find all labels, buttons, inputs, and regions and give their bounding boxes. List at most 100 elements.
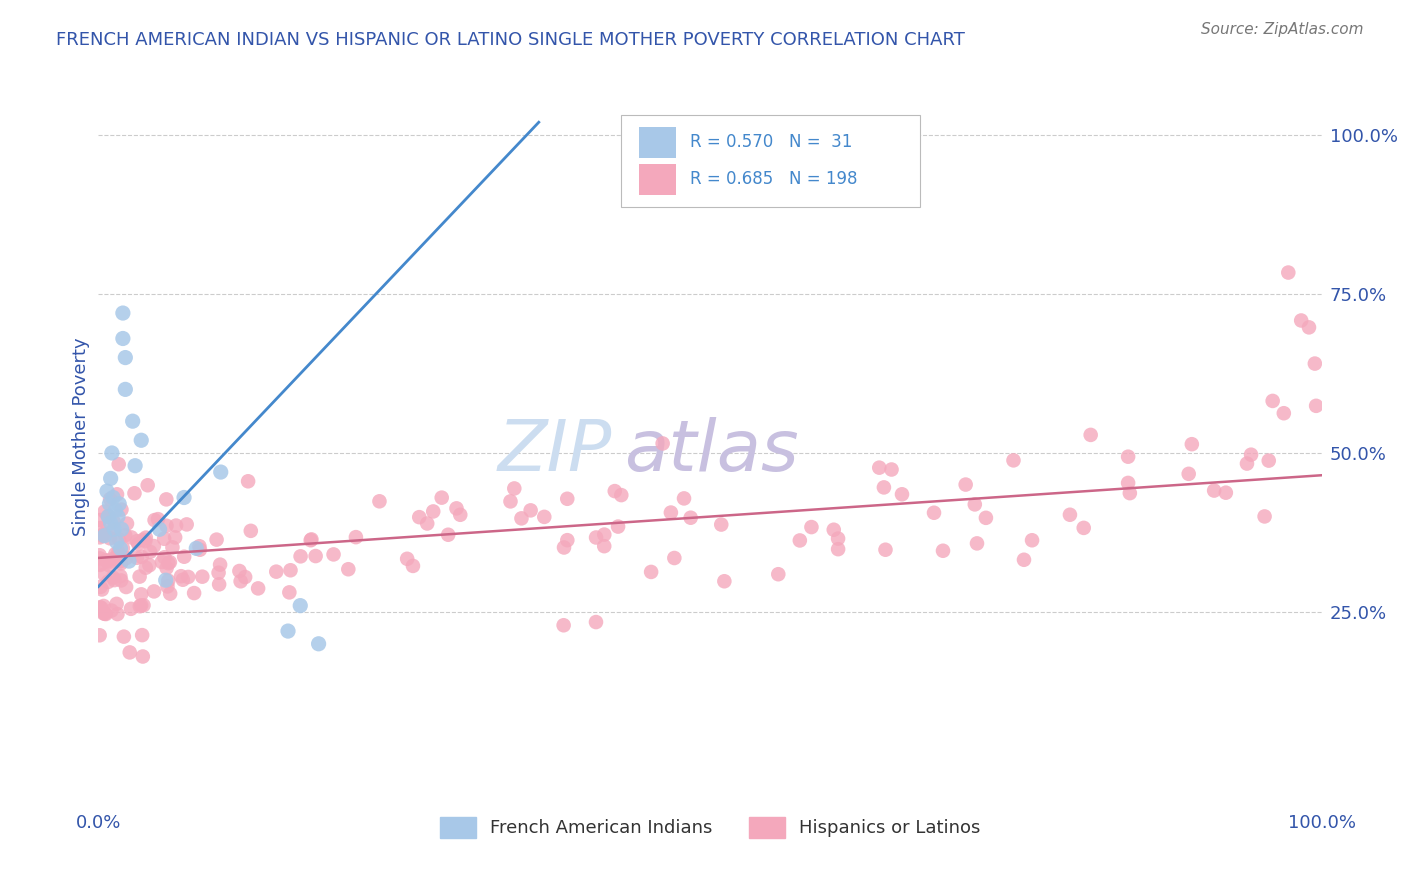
- Point: [104, 503, 127, 517]
- Point: [129, 434, 152, 448]
- Text: R = 0.685   N = 198: R = 0.685 N = 198: [690, 170, 858, 188]
- Point: [111, 331, 134, 345]
- Point: [1253, 509, 1275, 524]
- Point: [955, 477, 977, 491]
- Point: [153, 550, 176, 565]
- Point: [153, 532, 176, 546]
- Point: [236, 475, 259, 489]
- FancyBboxPatch shape: [640, 164, 676, 194]
- Point: [880, 462, 903, 476]
- Point: [710, 517, 733, 532]
- Point: [183, 586, 205, 600]
- Point: [139, 545, 162, 559]
- Point: [120, 530, 142, 544]
- Point: [107, 533, 129, 547]
- Point: [155, 492, 177, 507]
- Y-axis label: Single Mother Poverty: Single Mother Poverty: [72, 338, 90, 536]
- Point: [170, 569, 193, 583]
- Point: [1012, 553, 1035, 567]
- Point: [651, 436, 673, 450]
- Point: [585, 531, 607, 545]
- Point: [165, 518, 187, 533]
- Point: [94, 553, 117, 567]
- Point: [1298, 320, 1320, 334]
- Point: [97, 509, 120, 524]
- Point: [100, 516, 122, 530]
- Point: [97, 509, 120, 524]
- Point: [963, 497, 986, 511]
- Point: [155, 573, 177, 587]
- Point: [823, 523, 845, 537]
- Point: [304, 549, 326, 563]
- Point: [89, 557, 111, 571]
- Point: [519, 503, 541, 517]
- Point: [89, 521, 111, 535]
- Point: [1059, 508, 1081, 522]
- Point: [247, 582, 270, 596]
- Point: [156, 579, 179, 593]
- Point: [416, 516, 439, 531]
- Point: [132, 533, 155, 547]
- Point: [322, 548, 344, 562]
- Point: [134, 534, 156, 549]
- Point: [301, 533, 323, 547]
- Point: [93, 599, 115, 613]
- Point: [603, 484, 626, 499]
- Point: [98, 492, 121, 507]
- Point: [105, 535, 128, 549]
- Point: [110, 554, 132, 568]
- Point: [136, 478, 159, 492]
- Point: [115, 551, 138, 566]
- Point: [1303, 357, 1326, 371]
- Point: [1080, 428, 1102, 442]
- Point: [93, 505, 115, 519]
- Point: [1073, 521, 1095, 535]
- Point: [173, 549, 195, 564]
- Point: [208, 577, 231, 591]
- Point: [98, 497, 121, 511]
- Point: [157, 574, 180, 588]
- Point: [280, 563, 302, 577]
- Point: [103, 573, 125, 587]
- Point: [157, 556, 180, 570]
- Point: [553, 541, 575, 555]
- Point: [91, 582, 114, 597]
- Point: [449, 508, 471, 522]
- Point: [120, 602, 142, 616]
- Point: [553, 618, 575, 632]
- Point: [103, 515, 125, 529]
- Point: [800, 520, 823, 534]
- Point: [114, 528, 136, 542]
- Point: [101, 446, 124, 460]
- Point: [408, 510, 430, 524]
- Point: [209, 558, 232, 572]
- Point: [131, 628, 153, 642]
- Point: [89, 548, 111, 562]
- Point: [679, 510, 702, 524]
- Point: [932, 543, 955, 558]
- Point: [593, 527, 616, 541]
- Point: [510, 511, 533, 525]
- Point: [129, 599, 152, 613]
- Text: Source: ZipAtlas.com: Source: ZipAtlas.com: [1201, 22, 1364, 37]
- Point: [1236, 457, 1258, 471]
- Point: [105, 487, 128, 501]
- Point: [337, 562, 360, 576]
- Point: [138, 558, 160, 573]
- Point: [1261, 393, 1284, 408]
- Point: [1277, 266, 1299, 280]
- Point: [922, 506, 945, 520]
- Point: [125, 534, 148, 549]
- Point: [499, 494, 522, 508]
- Point: [1119, 486, 1142, 500]
- Point: [110, 541, 132, 556]
- Point: [111, 522, 134, 536]
- Point: [1305, 399, 1327, 413]
- Point: [107, 509, 129, 524]
- Point: [107, 545, 129, 559]
- Point: [437, 527, 460, 541]
- Point: [974, 511, 997, 525]
- Point: [176, 517, 198, 532]
- Point: [93, 607, 115, 621]
- Point: [121, 414, 143, 428]
